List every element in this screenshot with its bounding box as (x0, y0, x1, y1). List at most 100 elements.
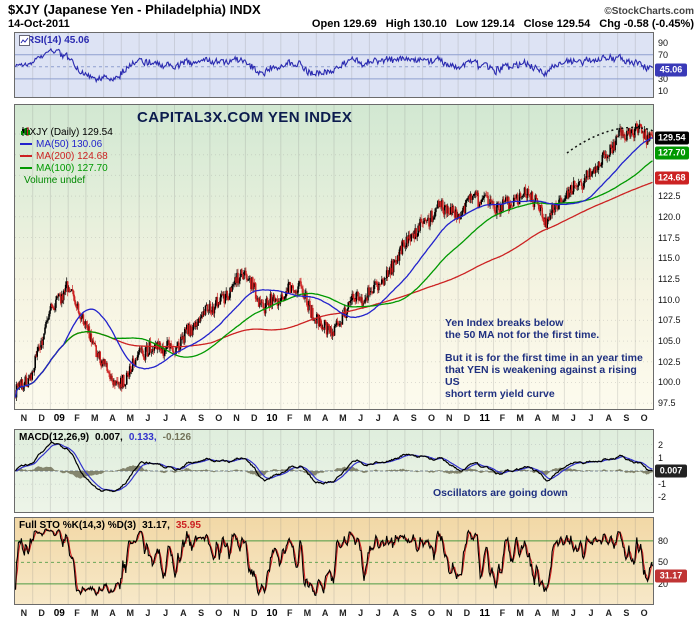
quote-open: Open 129.69 (311, 18, 377, 30)
x-month-label: A (109, 413, 116, 423)
x-month-label: O (640, 413, 648, 423)
stochastics-plot (15, 518, 653, 604)
annotation-50ma-break: Yen Index breaks below the 50 MA not for… (445, 317, 600, 341)
y-axis-tick: 30 (658, 73, 669, 84)
ma50-line-swatch (20, 143, 32, 145)
y-axis-tick: 102.5 (658, 356, 681, 367)
x-month-label: J (358, 608, 364, 618)
x-month-label: A (180, 413, 187, 423)
x-month-label: M (516, 608, 524, 618)
x-month-label: O (215, 608, 223, 618)
x-month-label: D (251, 413, 258, 423)
stochastics-panel: Full STO %K(14,3) %D(3) 31.17, 35.95 (14, 517, 654, 605)
x-month-label: D (463, 608, 471, 618)
legend-symbol: $XJY (Daily) 129.54 (24, 126, 113, 138)
x-month-label: J (588, 413, 594, 423)
quote-high: High 130.10 (385, 18, 447, 30)
x-year-label: 10 (266, 413, 278, 424)
x-month-label: A (321, 413, 329, 423)
rsi-legend: RSI(14) 45.06 (19, 35, 89, 46)
price-value-box: 124.68 (655, 171, 689, 185)
x-month-label: J (358, 413, 364, 423)
sto-k-value: 31.17, (142, 520, 170, 531)
sto-legend: Full STO %K(14,3) %D(3) 31.17, 35.95 (19, 520, 203, 531)
x-month-label: J (163, 608, 169, 618)
x-month-label: N (445, 413, 453, 423)
legend-ma100: MA(100) 127.70 (20, 162, 113, 174)
x-month-label: F (499, 608, 506, 618)
x-month-label: F (74, 608, 80, 618)
y-axis-tick: 112.5 (658, 273, 680, 284)
macd-plot (15, 430, 653, 512)
x-axis-top: N D 09 F M A M J J A S O N D 10 F M A M J J A S O N D 11 F M A M J J A S O (0, 412, 700, 425)
symbol-name: (Japanese Yen - Philadelphia) (43, 2, 226, 17)
x-month-label: A (605, 608, 612, 618)
price-plot (15, 105, 653, 409)
x-month-label: M (126, 413, 134, 423)
quote-close: Close 129.54 (523, 18, 591, 30)
y-axis-tick: 20 (658, 578, 669, 589)
y-axis-tick: -1 (658, 479, 667, 490)
x-month-label: M (551, 608, 560, 618)
x-month-label: S (623, 608, 630, 618)
x-month-label: F (286, 608, 293, 618)
macd-signal-value: 0.133, (128, 432, 157, 443)
x-year-label: 09 (53, 413, 65, 424)
y-axis-tick: 115.0 (658, 253, 680, 264)
x-year-label: 11 (479, 608, 490, 619)
macd-legend: MACD(12,26,9) 0.007, 0.133, -0.126 (19, 432, 193, 443)
x-month-label: M (339, 608, 347, 618)
x-year-label: 10 (266, 608, 278, 619)
y-axis-tick: 122.5 (658, 191, 681, 202)
y-axis-tick: 70 (658, 49, 669, 60)
x-month-label: N (20, 608, 28, 618)
x-month-label: A (605, 413, 612, 423)
x-month-label: S (410, 608, 417, 618)
y-axis-tick: 117.5 (658, 232, 680, 243)
macd-hist-value: -0.126 (162, 432, 192, 443)
x-month-label: M (303, 608, 312, 618)
x-month-label: M (91, 608, 99, 618)
ma100-line-swatch (20, 167, 32, 169)
macd-value-box: 0.007 (655, 464, 687, 478)
x-month-label: A (180, 608, 187, 618)
x-month-label: O (427, 413, 435, 423)
price-panel: CAPITAL3X.COM YEN INDEX $XJY (Daily) 129… (14, 104, 654, 410)
y-axis-tick: 107.5 (658, 315, 681, 326)
x-month-label: M (339, 413, 347, 423)
x-month-label: N (233, 608, 240, 618)
annotation-oscillators: Oscillators are going down (433, 487, 568, 499)
x-month-label: M (126, 608, 134, 618)
price-legend: $XJY (Daily) 129.54 MA(50) 130.06 MA(200… (20, 126, 113, 186)
rsi-plot (15, 33, 653, 97)
x-year-label: 11 (479, 413, 490, 424)
x-month-label: J (145, 413, 151, 423)
y-axis-tick: 90 (658, 37, 669, 48)
chart-header: $XJY (Japanese Yen - Philadelphia) INDX … (8, 2, 694, 30)
legend-ma200: MA(200) 124.68 (20, 150, 113, 162)
x-month-label: D (251, 608, 258, 618)
legend-volume: Volume undef (20, 128, 113, 186)
chart-date: 14-Oct-2011 (8, 18, 70, 30)
chart-title: CAPITAL3X.COM YEN INDEX (137, 109, 353, 126)
x-month-label: J (375, 608, 381, 618)
ma200-line-swatch (20, 155, 32, 157)
x-month-label: F (286, 413, 293, 423)
x-month-label: J (570, 413, 576, 423)
y-axis-tick: 97.5 (658, 398, 676, 409)
x-axis-bottom: N D 09 F M A M J J A S O N D 10 F M A M J J A S O N D 11 F M A M J J A S O (0, 607, 700, 620)
ohlc-quote: Open 129.69 High 130.10 Low 129.14 Close 12… (303, 18, 694, 30)
x-month-label: J (375, 413, 381, 423)
x-month-label: M (303, 413, 312, 423)
x-month-label: S (198, 608, 205, 618)
x-year-label: 09 (53, 608, 65, 619)
y-axis-tick: 10 (658, 85, 669, 96)
x-month-label: A (109, 608, 116, 618)
x-month-label: A (392, 608, 400, 618)
legend-symbol-row: $XJY (Daily) 129.54 (20, 126, 113, 138)
sto-label: Full STO %K(14,3) %D(3) (19, 520, 137, 531)
x-month-label: S (198, 413, 205, 423)
y-axis-tick: 110.0 (658, 294, 680, 305)
x-month-label: F (499, 413, 506, 423)
